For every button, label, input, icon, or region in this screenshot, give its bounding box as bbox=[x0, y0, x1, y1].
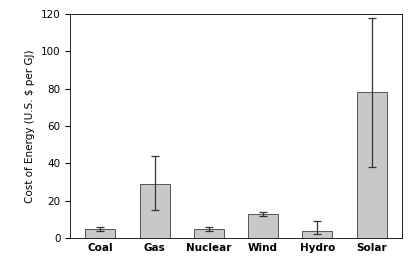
Bar bbox=[302, 230, 332, 238]
Bar bbox=[85, 229, 115, 238]
Bar bbox=[139, 184, 169, 238]
Bar bbox=[356, 92, 386, 238]
Bar bbox=[193, 229, 223, 238]
Bar bbox=[247, 214, 278, 238]
Y-axis label: Cost of Energy (U.S. $ per GJ): Cost of Energy (U.S. $ per GJ) bbox=[25, 49, 35, 203]
